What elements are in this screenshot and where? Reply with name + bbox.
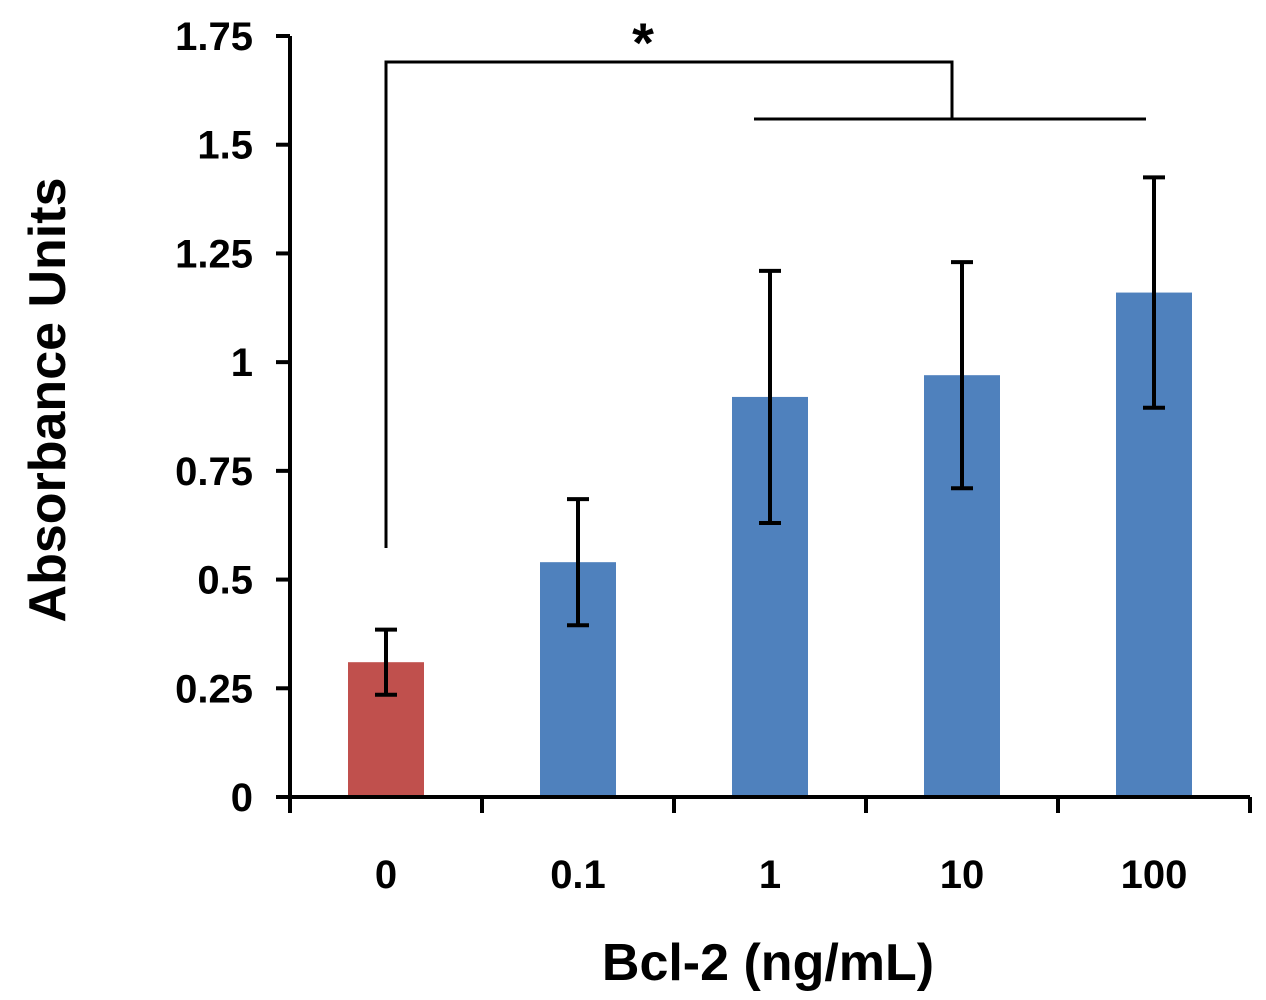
y-tick-label: 0 <box>231 776 253 820</box>
x-axis-ticks: 0 0.1 1 10 100 <box>288 797 1252 897</box>
y-tick-label: 1.75 <box>175 15 253 59</box>
x-tick-label: 1 <box>759 853 781 897</box>
y-tick-label: 1 <box>231 341 253 385</box>
y-axis-ticks: 0 0.25 0.5 0.75 1 1.25 1.5 1.75 <box>175 15 290 820</box>
y-tick-label: 1.5 <box>197 124 253 168</box>
x-axis-title: Bcl-2 (ng/mL) <box>602 934 934 992</box>
error-bars-group <box>375 175 1165 697</box>
significance-bracket <box>384 60 1146 548</box>
bars-group <box>348 292 1192 797</box>
significance-star: * <box>632 11 654 74</box>
x-tick-label: 10 <box>940 853 985 897</box>
y-tick-label: 0.25 <box>175 667 253 711</box>
bracket-main <box>384 60 954 548</box>
y-tick-label: 0.5 <box>197 559 253 603</box>
y-axis-title: Absorbance Units <box>19 178 77 623</box>
axes-group <box>288 36 1250 799</box>
x-tick-label: 0.1 <box>550 853 606 897</box>
x-tick-label: 0 <box>375 853 397 897</box>
y-tick-label: 1.25 <box>175 232 253 276</box>
y-tick-label: 0.75 <box>175 450 253 494</box>
x-tick-label: 100 <box>1121 853 1188 897</box>
